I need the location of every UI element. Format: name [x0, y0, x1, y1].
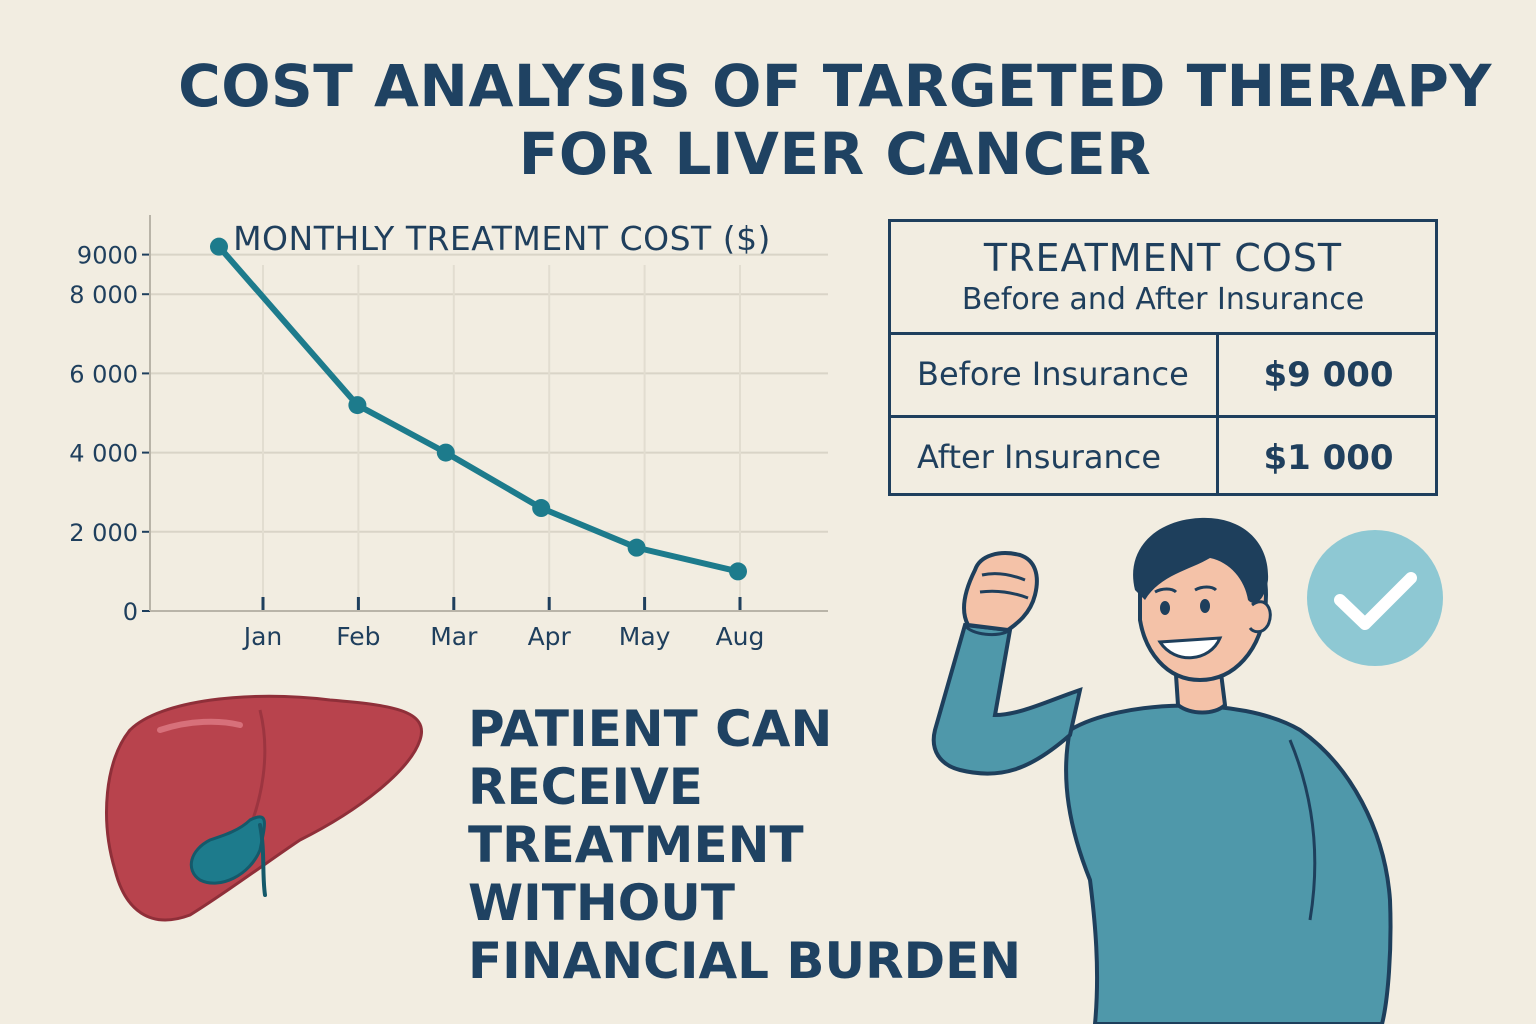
data-point: [210, 237, 228, 256]
series-line: [216, 243, 741, 575]
y-tick-label: 0: [123, 598, 138, 626]
page-title: COST ANALYSIS OF TARGETED THERAPY FOR LI…: [150, 52, 1520, 188]
message-line-4: FINANCIAL BURDEN: [468, 932, 1022, 990]
x-tick-label: Jan: [242, 622, 283, 651]
title-line-1: COST ANALYSIS OF TARGETED THERAPY: [178, 52, 1492, 120]
x-tick-label: May: [619, 622, 671, 651]
data-point: [532, 499, 551, 518]
row-label: After Insurance: [917, 438, 1162, 476]
table-subheading: Before and After Insurance: [961, 282, 1365, 317]
y-tick-label: 2 000: [69, 519, 138, 547]
liver-icon: [105, 694, 423, 922]
table-column-divider: [1216, 332, 1219, 496]
message-line-3: TREATMENT WITHOUT: [468, 816, 804, 932]
y-tick-label: 6 000: [69, 360, 138, 388]
data-point: [627, 538, 646, 557]
x-tick-label: Feb: [336, 622, 380, 651]
table-row-after: After Insurance $1 000: [891, 418, 1435, 498]
row-value: $1 000: [1263, 438, 1394, 478]
row-value: $9 000: [1263, 355, 1394, 395]
data-point: [348, 396, 367, 415]
row-label: Before Insurance: [917, 355, 1189, 393]
cost-table: TREATMENT COST Before and After Insuranc…: [888, 219, 1438, 496]
message-line-1: PATIENT CAN: [468, 700, 833, 758]
chart-title: MONTHLY TREATMENT COST ($): [233, 219, 771, 258]
x-tick-label: Mar: [430, 622, 478, 651]
y-tick-label: 8 000: [69, 281, 138, 309]
x-tick-label: Aug: [716, 622, 765, 651]
data-point: [729, 562, 747, 581]
cost-line-chart: MONTHLY TREATMENT COST ($) 0 2 000 4 000 6 0…: [69, 215, 828, 651]
table-header: TREATMENT COST Before and After Insuranc…: [891, 222, 1435, 335]
patient-message: PATIENT CAN RECEIVE TREATMENT WITHOUT FI…: [468, 700, 1028, 990]
checkmark-icon: [1307, 530, 1443, 666]
data-point: [436, 443, 455, 462]
message-line-2: RECEIVE: [468, 758, 703, 816]
title-line-2: FOR LIVER CANCER: [518, 120, 1152, 188]
x-tick-label: Apr: [528, 622, 572, 651]
table-row-before: Before Insurance $9 000: [891, 335, 1435, 418]
y-tick-label: 9000: [77, 242, 138, 270]
person-flexing-illustration: [931, 517, 1393, 1024]
table-heading: TREATMENT COST: [983, 236, 1343, 280]
y-tick-label: 4 000: [69, 440, 138, 468]
